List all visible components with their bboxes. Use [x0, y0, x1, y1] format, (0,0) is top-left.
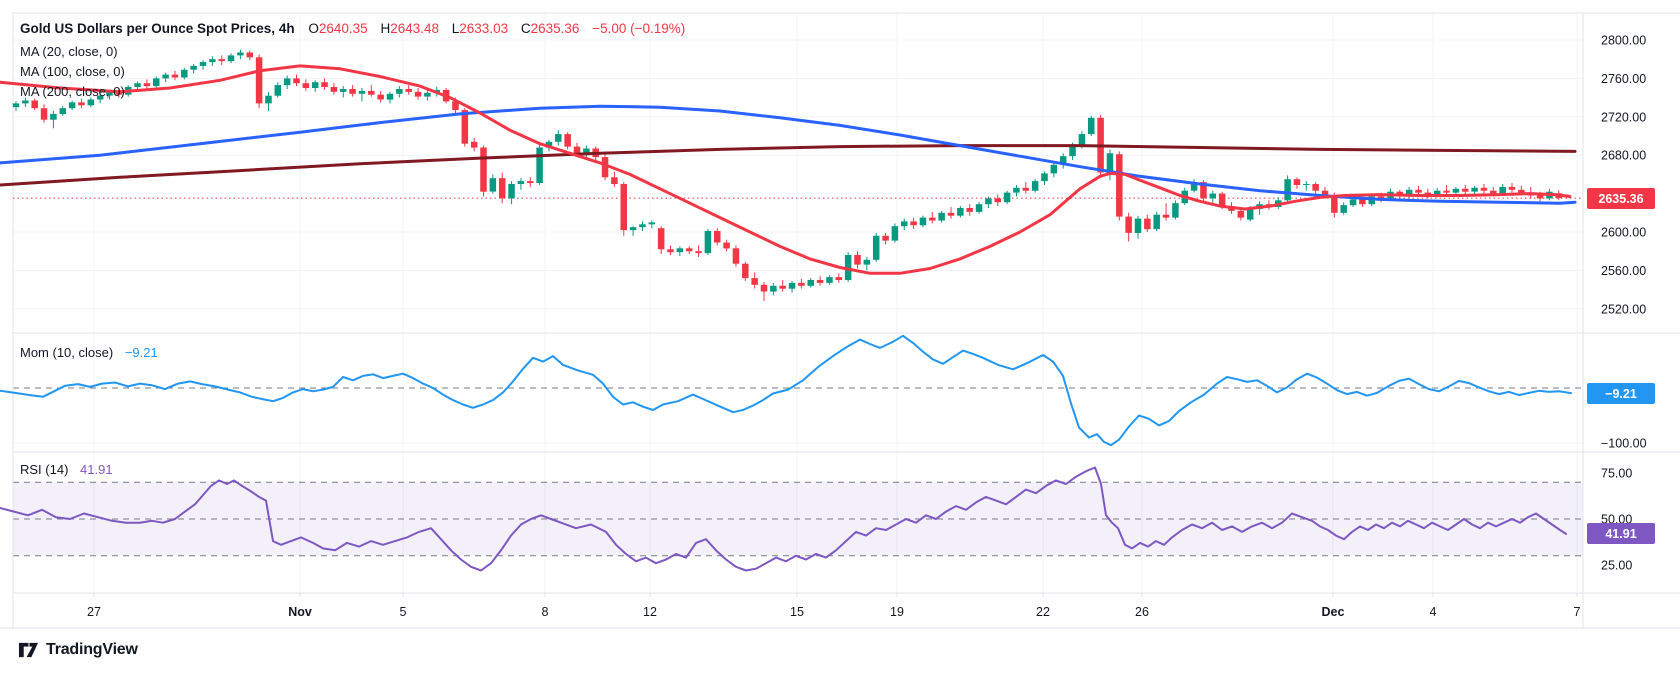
momentum-label: Mom (10, close): [20, 345, 114, 360]
svg-text:2760.00: 2760.00: [1601, 72, 1646, 86]
ma200-line: [0, 144, 1577, 187]
tradingview-logo-icon: [18, 642, 39, 658]
ohlc-high: H2643.48: [380, 21, 439, 36]
svg-text:19: 19: [890, 605, 904, 619]
svg-text:26: 26: [1135, 605, 1149, 619]
rsi-value: 41.91: [80, 462, 113, 477]
svg-text:−100.00: −100.00: [1601, 437, 1647, 451]
svg-text:2520.00: 2520.00: [1601, 302, 1646, 316]
ma200-legend[interactable]: MA (200, close, 0): [20, 84, 125, 99]
ma20-legend[interactable]: MA (20, close, 0): [20, 44, 118, 59]
rsi-badge: 41.91: [1587, 523, 1655, 544]
tradingview-logo[interactable]: TradingView: [18, 639, 138, 660]
tradingview-logo-text: TradingView: [46, 640, 138, 658]
svg-text:2720.00: 2720.00: [1601, 110, 1646, 124]
rsi-label: RSI (14): [20, 462, 69, 477]
svg-text:4: 4: [1430, 605, 1437, 619]
momentum-value: −9.21: [124, 345, 158, 360]
price-axis-labels: 2800.00 2760.00 2720.00 2680.00 2600.00 2560.…: [1601, 34, 1647, 573]
ma20-line: [0, 64, 1572, 275]
symbol-legend[interactable]: Gold US Dollars per Ounce Spot Prices, 4…: [20, 21, 685, 36]
candles-layer: [12, 49, 1562, 302]
momentum-badge: −9.21: [1587, 383, 1655, 404]
svg-text:27: 27: [87, 605, 101, 619]
svg-text:Dec: Dec: [1322, 605, 1345, 619]
ma100-legend[interactable]: MA (100, close, 0): [20, 64, 125, 79]
grid-horizontal: [13, 39, 1583, 444]
rsi-legend[interactable]: RSI (14) 41.91: [20, 462, 113, 477]
ohlc-close: C2635.36: [520, 21, 580, 36]
last-price-badge: 2635.36: [1587, 188, 1655, 209]
svg-text:8: 8: [542, 605, 549, 619]
ma100-line: [0, 104, 1577, 205]
svg-text:2560.00: 2560.00: [1601, 264, 1646, 278]
price-change: −5.00 (−0.19%): [592, 21, 686, 36]
momentum-legend[interactable]: Mom (10, close) −9.21: [20, 345, 158, 360]
grid-vertical: [93, 13, 1578, 593]
svg-text:7: 7: [1574, 605, 1581, 619]
ohlc-low: L2633.03: [451, 21, 509, 36]
svg-text:75.00: 75.00: [1601, 467, 1632, 481]
svg-text:15: 15: [790, 605, 804, 619]
svg-text:25.00: 25.00: [1601, 559, 1632, 573]
rsi-line: [0, 466, 1567, 572]
pane-borders: [0, 12, 1680, 629]
svg-text:12: 12: [643, 605, 657, 619]
svg-text:2800.00: 2800.00: [1601, 34, 1646, 48]
time-axis-labels: 27 Nov 5 8 12 15 19 22 26 Dec 4 7: [87, 593, 1581, 619]
ohlc-open: O2640.35: [308, 21, 368, 36]
momentum-line: [0, 334, 1572, 447]
svg-text:2600.00: 2600.00: [1601, 226, 1646, 240]
svg-text:5: 5: [400, 605, 407, 619]
svg-text:Nov: Nov: [288, 605, 312, 619]
svg-text:2680.00: 2680.00: [1601, 149, 1646, 163]
svg-text:22: 22: [1036, 605, 1050, 619]
chart-title: Gold US Dollars per Ounce Spot Prices, 4…: [20, 21, 295, 36]
